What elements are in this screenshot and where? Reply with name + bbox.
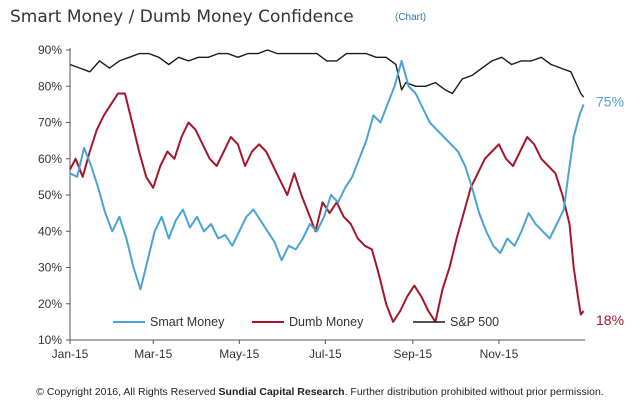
chart-link[interactable]: (Chart)	[395, 12, 426, 23]
series-line-sp500	[69, 49, 585, 98]
y-tick-label: 90%	[38, 43, 62, 57]
x-tick-label: Nov-15	[480, 347, 519, 361]
legend: Smart Money Dumb Money S&P 500	[113, 315, 499, 329]
copyright-prefix: © Copyright 2016, All Rights Reserved	[36, 386, 219, 398]
y-tick-label: 20%	[38, 297, 62, 311]
end-label-dumb-money: 18%	[596, 312, 624, 328]
legend-label-sp500: S&P 500	[450, 315, 499, 329]
series-line-smart-money	[69, 59, 585, 291]
y-tick-label: 50%	[38, 188, 62, 202]
copyright-company: Sundial Capital Research	[218, 386, 345, 398]
end-labels: 75% 18%	[596, 93, 624, 328]
y-tick-label: 30%	[38, 261, 62, 275]
y-tick-label: 10%	[38, 333, 62, 347]
copyright-footer: © Copyright 2016, All Rights Reserved Su…	[0, 386, 640, 398]
y-tick-label: 70%	[38, 116, 62, 130]
x-tick-label: Jul-15	[309, 347, 342, 361]
legend-label-dumb-money: Dumb Money	[289, 315, 364, 329]
x-tick-label: Sep-15	[394, 347, 433, 361]
end-label-smart-money: 75%	[596, 93, 624, 109]
y-tick-label: 40%	[38, 224, 62, 238]
legend-label-smart-money: Smart Money	[150, 315, 225, 329]
x-tick-label: Mar-15	[134, 347, 172, 361]
y-tick-label: 80%	[38, 79, 62, 93]
chart: Smart Money / Dumb Money Confidence (Cha…	[10, 7, 624, 361]
series-lines	[69, 49, 585, 323]
y-axis-ticks: 10% 20% 30% 40% 50% 60% 70% 80% 90%	[38, 43, 70, 347]
copyright-suffix: . Further distribution prohibited withou…	[344, 386, 604, 398]
series-line-dumb-money	[69, 92, 585, 323]
x-axis-ticks: Jan-15 Mar-15 May-15 Jul-15 Sep-15 Nov-15	[52, 340, 519, 361]
y-tick-label: 60%	[38, 152, 62, 166]
x-tick-label: Jan-15	[52, 347, 89, 361]
x-tick-label: May-15	[219, 347, 259, 361]
chart-title: Smart Money / Dumb Money Confidence	[10, 7, 354, 27]
